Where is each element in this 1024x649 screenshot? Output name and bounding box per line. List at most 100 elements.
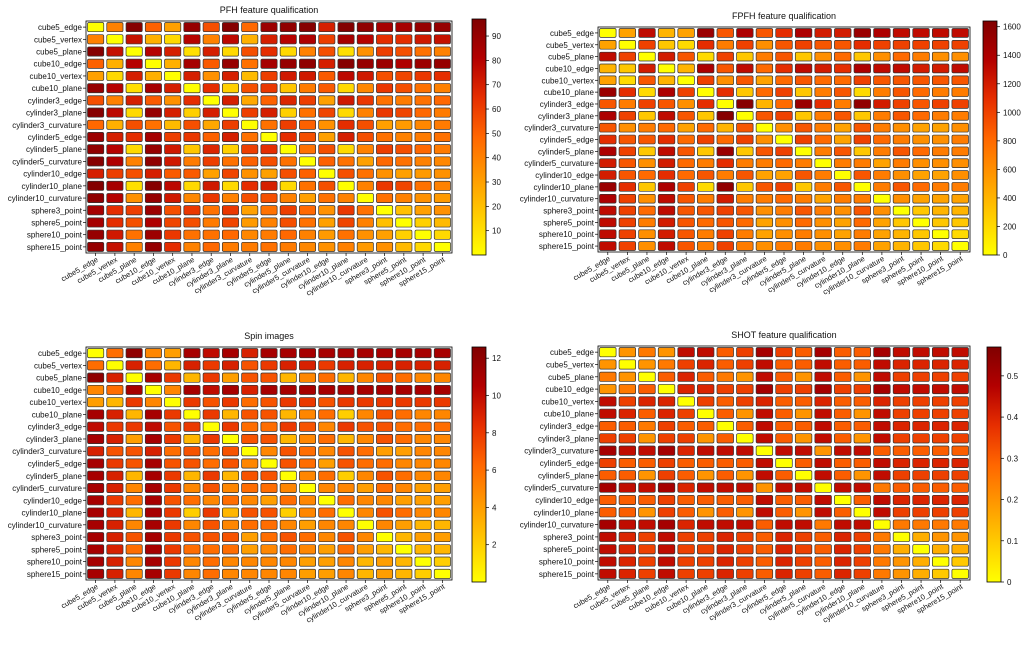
heatmap-cell — [657, 87, 676, 97]
heatmap-cell — [873, 217, 891, 228]
heatmap-cell — [337, 156, 355, 167]
heatmap-cell — [951, 63, 969, 74]
heatmap-cell — [183, 156, 201, 167]
heatmap-cell — [395, 568, 413, 579]
heatmap-cell — [356, 241, 374, 252]
heatmap-cell — [221, 470, 239, 481]
y-tick-label: sphere15_point — [539, 570, 595, 579]
heatmap-cell — [279, 397, 297, 408]
heatmap-cell — [164, 156, 182, 167]
y-tick-label: cube5_vertex — [546, 360, 594, 369]
heatmap-cell — [912, 134, 930, 145]
heatmap-cell — [164, 519, 182, 530]
heatmap-cell — [618, 241, 637, 251]
heatmap-cell — [183, 193, 201, 204]
heatmap-cell — [183, 348, 201, 359]
heatmap-cell — [414, 168, 432, 179]
heatmap-cell — [873, 75, 891, 86]
heatmap-cell — [202, 384, 220, 395]
heatmap-cell — [395, 421, 413, 432]
heatmap-cell — [912, 205, 930, 216]
heatmap-cell — [892, 433, 911, 444]
heatmap-cell — [241, 70, 259, 81]
heatmap-cell — [794, 217, 813, 228]
heatmap-cell — [716, 347, 734, 358]
heatmap-cell — [241, 132, 259, 142]
heatmap-cell — [834, 396, 852, 407]
heatmap-cell — [814, 519, 832, 530]
heatmap-cell — [106, 544, 124, 555]
heatmap-cell — [299, 470, 317, 481]
heatmap-cell — [912, 158, 930, 168]
heatmap-cell — [87, 156, 105, 167]
heatmap-cell — [318, 409, 336, 420]
heatmap-cell — [697, 75, 715, 86]
heatmap-cell — [87, 34, 105, 45]
heatmap-cell — [125, 519, 143, 530]
heatmap-cell — [202, 46, 220, 57]
heatmap-cell — [125, 433, 143, 444]
heatmap-cell — [618, 519, 637, 530]
heatmap-cell — [892, 482, 911, 493]
heatmap-cell — [433, 22, 451, 33]
y-tick-label: cylinder3_plane — [538, 112, 595, 121]
heatmap-cell — [279, 144, 297, 155]
heatmap-cell — [814, 482, 832, 493]
heatmap-cell — [677, 544, 695, 555]
y-tick-label: cylinder5_edge — [28, 133, 83, 142]
y-tick-label: cube10_plane — [544, 88, 595, 97]
heatmap-cell — [892, 384, 911, 395]
heatmap-cell — [106, 409, 124, 420]
heatmap-cell — [202, 70, 220, 81]
heatmap-cell — [414, 532, 432, 543]
y-tick-label: cube10_vertex — [30, 72, 82, 81]
heatmap-cell — [202, 372, 220, 383]
heatmap-cell — [892, 457, 911, 469]
heatmap-cell — [775, 494, 793, 505]
heatmap-cell — [697, 217, 715, 228]
heatmap-cell — [697, 359, 715, 370]
heatmap-cell — [638, 170, 656, 180]
heatmap-cell — [414, 470, 432, 481]
heatmap-cell — [260, 384, 278, 395]
heatmap-cell — [376, 95, 394, 106]
heatmap-cell — [299, 433, 317, 444]
heatmap-cell — [356, 168, 374, 179]
heatmap-cell — [618, 158, 637, 168]
heatmap-cell — [853, 421, 871, 432]
heatmap-cell — [241, 205, 259, 216]
heatmap-cell — [395, 458, 413, 469]
heatmap-cell — [794, 371, 813, 382]
heatmap-cell — [356, 95, 374, 106]
heatmap-cell — [183, 372, 201, 383]
heatmap-cell — [834, 371, 852, 382]
heatmap-cell — [376, 519, 394, 530]
heatmap-cell — [221, 95, 239, 106]
heatmap-cell — [433, 470, 451, 481]
heatmap-cell — [318, 46, 336, 57]
heatmap-cell — [241, 458, 259, 469]
heatmap-cell — [87, 217, 105, 228]
heatmap-cell — [618, 193, 637, 204]
heatmap-cell — [736, 111, 754, 121]
heatmap-cell — [318, 83, 336, 94]
heatmap-cell — [814, 39, 832, 50]
heatmap-cell — [951, 556, 969, 567]
heatmap-cell — [125, 22, 143, 33]
heatmap-cell — [951, 158, 969, 168]
heatmap-cell — [260, 409, 278, 420]
heatmap-cell — [775, 371, 793, 382]
heatmap-cell — [87, 168, 105, 179]
heatmap-cell — [299, 360, 317, 371]
heatmap-cell — [951, 87, 969, 97]
y-tick-label: cylinder5_edge — [540, 459, 595, 468]
heatmap-cell — [814, 146, 832, 157]
heatmap-cell — [241, 421, 259, 432]
heatmap-cell — [318, 95, 336, 106]
colorbar-tick-label: 0.4 — [1007, 413, 1019, 422]
heatmap-cell — [873, 396, 891, 407]
heatmap-cell — [260, 360, 278, 371]
heatmap-cell — [755, 359, 774, 370]
heatmap-cell — [241, 180, 259, 191]
heatmap-cell — [677, 371, 695, 382]
